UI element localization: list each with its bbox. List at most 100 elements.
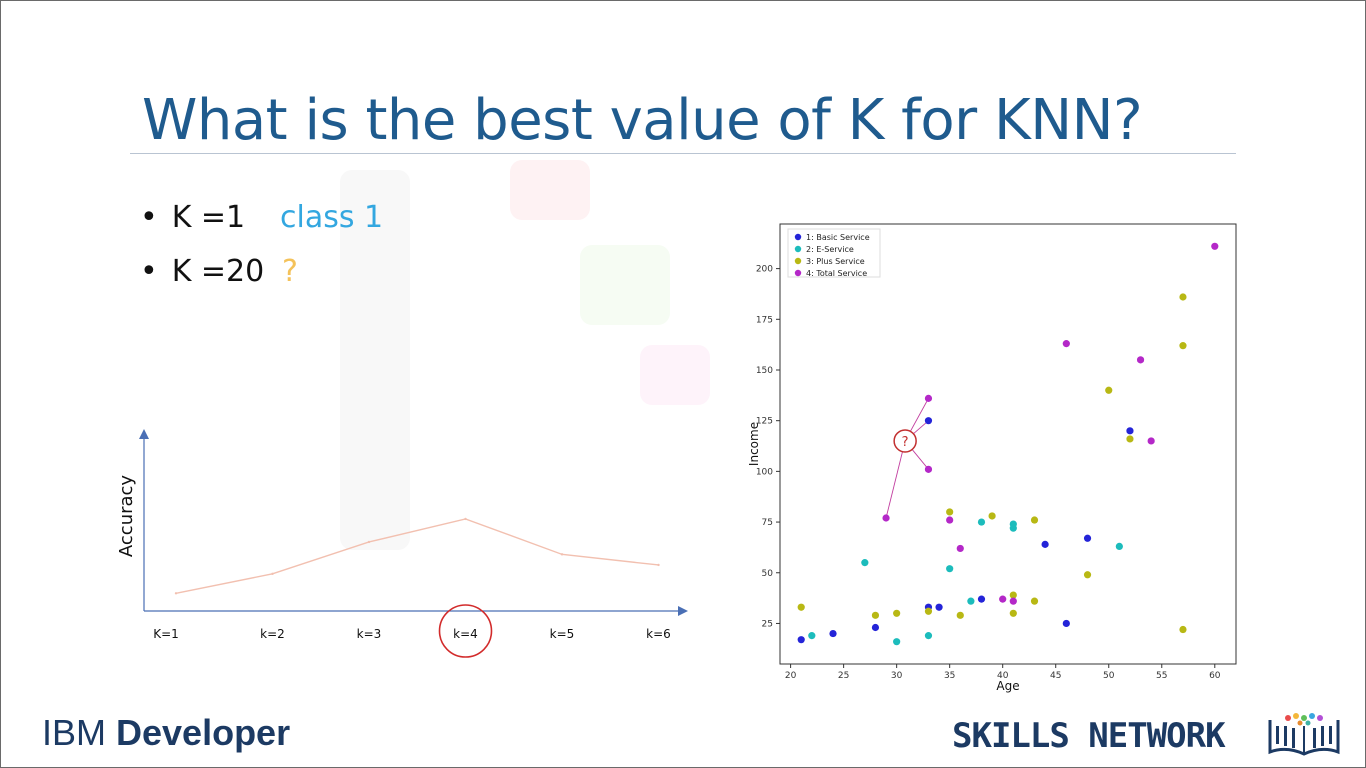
legend-marker [794,245,802,253]
scatter-point-series-3 [1179,625,1187,634]
accuracy-point [271,572,274,576]
scatter-point-series-3 [1179,293,1187,301]
ibm-developer-logo: IBM Developer [42,712,290,754]
accuracy-point [464,517,467,521]
scatter-point-series-4 [1009,597,1017,605]
scatter-point-series-3 [893,609,901,617]
legend-entry: 2: E-Service [806,245,854,254]
scatter-point-series-3 [1126,435,1134,443]
legend-entry: 1: Basic Service [806,233,870,242]
query-point-marker [893,429,917,453]
accuracy-point [367,540,371,544]
background-watermark [580,245,670,325]
scatter-point-series-4 [1211,242,1219,250]
scatter-point-series-3 [988,512,996,520]
scatter-point-series-1 [977,595,986,603]
background-watermark [340,170,410,550]
scatter-point-series-3 [924,607,933,615]
scatter-point-series-3 [1083,571,1092,579]
scatter-point-series-3 [1009,609,1017,617]
scatter-ytick-label: 75 [762,518,773,528]
best-k-highlight-circle [438,604,493,658]
bullet-k20-answer: ? [282,254,298,289]
skills-network-logo: SKILLS NETWORK [952,716,1226,756]
legend-entry: 4: Total Service [806,269,867,278]
scatter-point-series-3 [956,611,964,619]
accuracy-point [174,592,178,595]
bullet-k1-answer: class 1 [280,200,384,235]
scatter-point-series-4 [1136,356,1145,364]
accuracy-tick-label: k=4 [453,627,478,641]
scatter-point-series-3 [1009,591,1017,599]
accuracy-point [657,563,660,567]
scatter-point-series-1 [1126,427,1134,435]
scatter-xlabel: Age [996,679,1019,693]
scatter-point-series-2 [946,565,954,573]
scatter-legend [787,228,881,278]
accuracy-tick-label: K=1 [153,627,179,641]
scatter-point-series-1 [829,629,837,638]
bullet-dot-icon: • [140,254,158,289]
bullet-k20-label: K =20 [171,254,265,289]
scatter-point-series-2 [977,518,986,526]
scatter-ylabel: Income [747,422,761,466]
scatter-point-series-1 [1041,540,1049,548]
bullet-k1-label: K =1 [171,200,246,235]
scatter-xtick-label: 20 [785,671,797,681]
slide-title: What is the best value of K for KNN? [142,88,1143,153]
accuracy-series-line [175,518,659,594]
scatter-plot-frame [779,223,1237,665]
scatter-point-series-2 [861,559,869,567]
ibm-logo-text: IBM [42,712,117,753]
scatter-ytick-label: 150 [756,366,773,376]
scatter-point-series-1 [1062,619,1070,628]
accuracy-tick-label: k=6 [646,627,671,641]
scatter-xtick-label: 50 [1103,671,1115,681]
scatter-point-series-3 [1179,342,1187,350]
scatter-point-series-2 [967,597,975,605]
scatter-ytick-label: 175 [756,315,773,325]
background-watermark [640,345,710,405]
scatter-point-series-1 [935,603,943,611]
scatter-point-series-3 [871,611,880,619]
accuracy-ylabel: Accuracy [116,475,137,558]
scatter-point-series-1 [1083,534,1092,542]
scatter-ytick-label: 100 [756,467,773,477]
scatter-point-series-4 [882,514,890,522]
scatter-point-series-3 [946,508,954,516]
scatter-xtick-label: 60 [1209,671,1221,681]
scatter-point-series-4 [946,516,954,524]
scatter-point-series-3 [1030,597,1039,605]
scatter-point-series-2 [808,632,816,640]
accuracy-chart: Accuracy K=1 k=2 k=3 k=4 k=5 k=6 [116,429,688,658]
title-divider [130,153,1236,154]
scatter-ytick-label: 50 [762,569,774,579]
scatter-xtick-label: 25 [838,671,849,681]
skills-network-book-icon [1268,713,1340,756]
scatter-point-series-4 [1147,437,1155,445]
neighbor-link [885,440,906,519]
scatter-point-series-1 [871,623,880,632]
scatter-point-series-2 [1115,542,1123,550]
scatter-xtick-label: 55 [1156,671,1167,681]
scatter-point-series-4 [956,544,964,553]
legend-entry: 3: Plus Service [806,257,865,266]
scatter-point-series-1 [924,417,933,425]
scatter-xtick-label: 35 [944,671,955,681]
scatter-xtick-label: 40 [997,671,1009,681]
scatter-point-series-2 [1009,524,1017,532]
accuracy-tick-label: k=5 [550,627,575,641]
bullet-dot-icon: • [140,200,158,235]
scatter-point-series-4 [924,394,933,402]
legend-marker [794,257,802,265]
scatter-point-series-1 [797,636,805,644]
scatter-xtick-label: 30 [891,671,903,681]
scatter-xtick-label: 45 [1050,671,1061,681]
scatter-plot: 20 25 30 35 40 45 50 55 60255075100125150175200 … [747,223,1237,693]
legend-marker [794,269,802,277]
bullet-k20: • K =20 [140,254,264,289]
legend-marker [794,233,802,241]
scatter-point-series-3 [1030,516,1039,524]
scatter-ytick-label: 25 [762,619,773,629]
scatter-point-series-4 [1062,340,1070,348]
